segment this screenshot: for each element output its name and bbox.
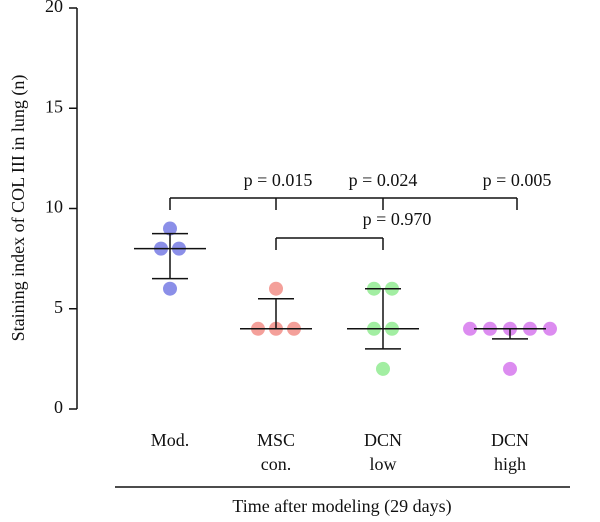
x-tick-label: DCN high	[490, 430, 529, 474]
y-tick-label: 10	[45, 197, 63, 217]
y-axis-title: Staining index of COL III in lung (n)	[8, 75, 29, 342]
x-tick-label: DCN low	[363, 430, 402, 474]
data-point	[543, 321, 557, 336]
y-tick-label: 15	[45, 96, 63, 116]
data-point	[269, 281, 283, 296]
x-tick-label: MSC con.	[256, 430, 296, 474]
data-point	[163, 281, 177, 296]
p-value: p = 0.005	[483, 170, 552, 190]
x-axis-title: Time after modeling (29 days)	[232, 496, 451, 517]
y-tick-label: 20	[45, 0, 63, 16]
p-value: p = 0.024	[349, 170, 418, 190]
y-tick-label: 5	[54, 297, 63, 317]
data-point	[376, 361, 390, 376]
y-tick-label: 0	[54, 397, 63, 417]
data-point	[503, 361, 517, 376]
p-value: p = 0.970	[363, 209, 432, 229]
data-point	[163, 221, 177, 236]
x-tick-label: Mod.	[150, 430, 190, 450]
p-value: p = 0.015	[244, 170, 313, 190]
data-point	[463, 321, 477, 336]
